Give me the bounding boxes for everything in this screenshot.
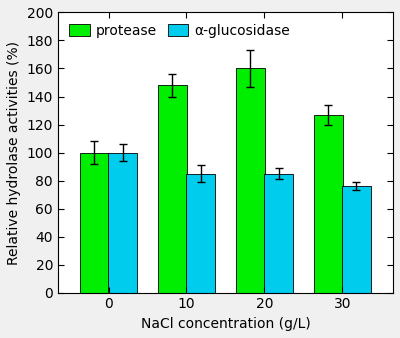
Bar: [342, 186, 371, 293]
Bar: [314, 115, 343, 293]
Bar: [108, 152, 138, 293]
Bar: [264, 173, 293, 293]
X-axis label: NaCl concentration (g/L): NaCl concentration (g/L): [140, 317, 310, 331]
Bar: [236, 69, 265, 293]
Bar: [186, 173, 215, 293]
Legend: protease, α-glucosidase: protease, α-glucosidase: [65, 19, 294, 42]
Bar: [80, 152, 109, 293]
Y-axis label: Relative hydrolase activities (%): Relative hydrolase activities (%): [7, 41, 21, 265]
Bar: [158, 85, 187, 293]
